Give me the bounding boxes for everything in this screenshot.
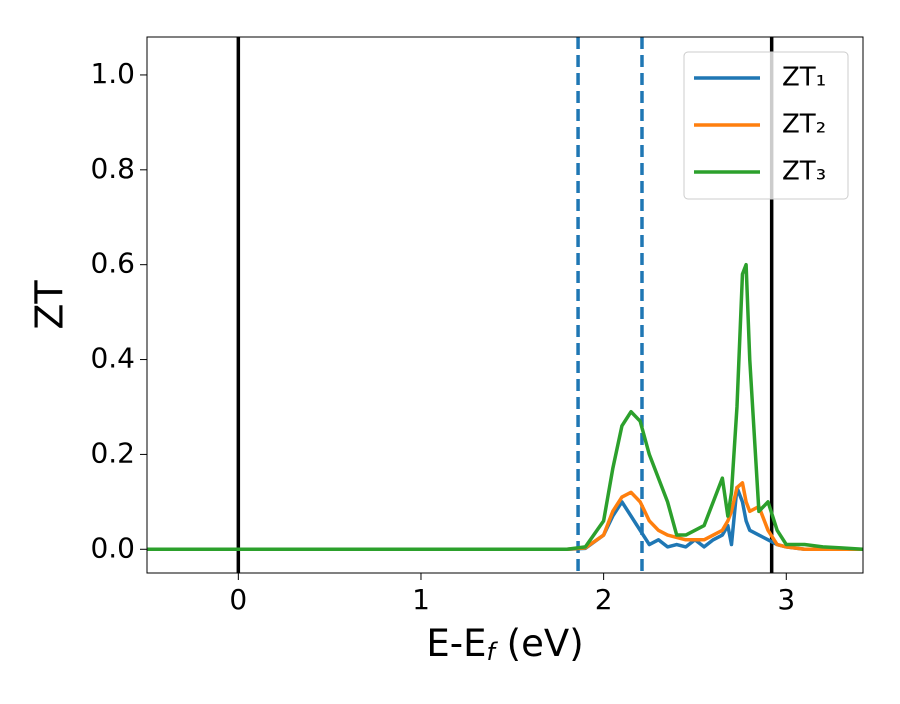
series-line <box>147 262 863 552</box>
x-label-part: E-E <box>426 622 486 665</box>
series-line <box>147 481 863 552</box>
series-line <box>147 485 863 552</box>
x-axis-label: E-Ef (eV) <box>426 622 583 667</box>
x-tick-label: 2 <box>595 583 613 616</box>
legend-box <box>683 51 849 200</box>
plot-frame <box>146 36 864 574</box>
legend-label: ZT₂ <box>782 110 826 140</box>
y-tick-label: 0.8 <box>90 152 135 185</box>
y-tick-label: 0.4 <box>90 342 135 375</box>
x-tick-label: 3 <box>777 583 795 616</box>
x-label-part: (eV) <box>495 622 584 665</box>
y-tick-label: 0.6 <box>90 247 135 280</box>
y-tick-label: 0.0 <box>90 531 135 564</box>
legend-label: ZT₁ <box>782 63 826 93</box>
x-tick-label: 0 <box>229 583 247 616</box>
y-tick-label: 1.0 <box>90 57 135 90</box>
y-axis-label: ZT <box>28 280 72 330</box>
x-tick-label: 1 <box>412 583 430 616</box>
legend-label: ZT₃ <box>782 157 826 187</box>
y-tick-label: 0.2 <box>90 436 135 469</box>
